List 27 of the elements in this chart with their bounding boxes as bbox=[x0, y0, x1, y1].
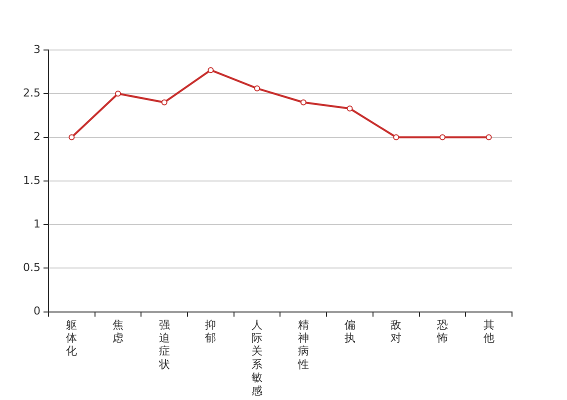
x-tick-label: 人际关系敏感 bbox=[252, 318, 263, 398]
point bbox=[68, 134, 75, 140]
x-tick-label: 偏执 bbox=[344, 318, 356, 344]
x-tick-label: 恐怖 bbox=[436, 318, 448, 344]
x-tick-label: 敌对 bbox=[390, 318, 402, 344]
point bbox=[439, 134, 446, 140]
point bbox=[346, 105, 353, 112]
x-tick-label: 抑郁 bbox=[205, 318, 216, 344]
y-tick-label: 2 bbox=[33, 130, 40, 144]
point bbox=[208, 67, 214, 74]
x-tick-label: 焦虑 bbox=[112, 318, 124, 344]
point bbox=[254, 85, 260, 92]
x-tick-label: 躯体化 bbox=[66, 318, 78, 358]
point bbox=[161, 99, 168, 106]
y-tick-label: 1.5 bbox=[22, 174, 40, 187]
point bbox=[115, 90, 122, 97]
point bbox=[300, 99, 306, 106]
y-tick-label: 1 bbox=[33, 217, 40, 230]
x-tick-label: 强迫症状 bbox=[158, 318, 170, 371]
x-tick-label: 其他 bbox=[483, 318, 494, 344]
y-tick-label: 2.5 bbox=[22, 86, 40, 100]
y-tick-label: 0.5 bbox=[22, 261, 40, 274]
point bbox=[393, 134, 400, 140]
y-tick-label: 3 bbox=[33, 42, 40, 56]
x-tick-label: 精神病性 bbox=[296, 318, 309, 371]
y-tick-label: 0 bbox=[33, 304, 40, 318]
point bbox=[486, 134, 492, 140]
